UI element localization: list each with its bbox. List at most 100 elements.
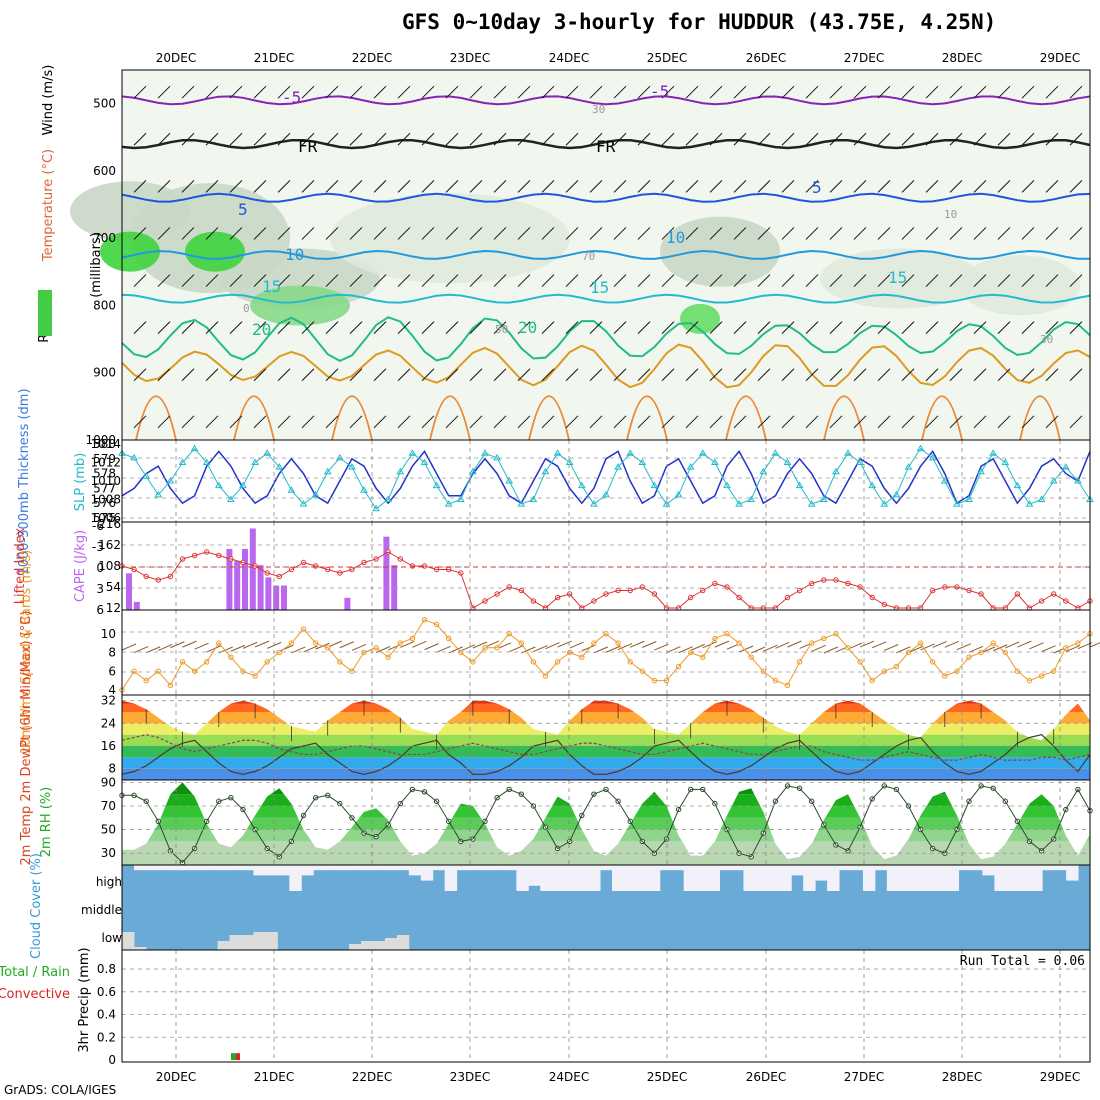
wind-barb (853, 368, 867, 382)
wind-barb (1041, 645, 1056, 653)
high-cloud-gap (695, 865, 709, 891)
slp-tick: 1014 (90, 437, 121, 451)
high-cloud-gap (504, 865, 517, 871)
wind-barb (877, 274, 891, 287)
bottom-date-label: 29DEC (1040, 1070, 1080, 1084)
wind-barb (493, 274, 507, 287)
high-cloud-gap (325, 865, 338, 871)
wind-barb (781, 132, 795, 146)
wind-barb (325, 274, 339, 287)
wind-barb (685, 321, 699, 334)
wind-barb (325, 132, 339, 146)
wind-barb (702, 641, 717, 649)
wind-barb (157, 227, 171, 240)
wind-barb (301, 415, 315, 429)
high-cloud-gap (313, 865, 326, 871)
wind-barb (709, 274, 723, 287)
wind-barb (206, 645, 221, 653)
wind-barb (229, 85, 243, 99)
high-cloud-gap (982, 865, 995, 876)
cape-tick: 162 (98, 538, 121, 552)
wind-barb (205, 274, 219, 287)
wind-barb (781, 180, 795, 193)
wind-barb (733, 415, 747, 429)
wind-barb (1005, 641, 1020, 649)
wind-barb (436, 645, 451, 653)
wind-barb (301, 132, 315, 146)
wind-barb (181, 85, 195, 99)
high-cloud-gap (850, 865, 864, 871)
wind-barb (685, 85, 699, 99)
contour-label: 10 (666, 228, 685, 247)
slp-line-point (202, 458, 211, 465)
high-cloud-gap (265, 865, 278, 876)
temperature-axis-label: Temperature (°C) (41, 149, 56, 262)
wind-barb (829, 415, 843, 429)
wind-barb (1045, 132, 1059, 146)
slp-line-point (190, 444, 199, 452)
wind-barb (733, 274, 747, 287)
lifted-tick: 6 (96, 603, 104, 617)
slp-line-point (456, 495, 465, 502)
wind-barb (133, 132, 147, 146)
wind-barb (158, 643, 173, 651)
wind-barb (565, 368, 579, 382)
high-cloud-gap (671, 865, 685, 871)
wind-barb (757, 227, 771, 240)
wind-barb (133, 321, 147, 334)
wind-barb (181, 227, 195, 240)
slp-line-point (795, 481, 804, 489)
high-cloud-gap (647, 865, 661, 891)
rh-shade (960, 255, 1080, 316)
wind-barb (949, 274, 963, 287)
slp-line-point (819, 495, 828, 502)
lifted-index-line (121, 551, 1091, 609)
wind-barb (993, 644, 1008, 652)
wind-barb (709, 321, 723, 334)
wind-barb (541, 368, 555, 382)
wind-barb (1045, 368, 1059, 382)
bottom-date-label: 22DEC (352, 1070, 392, 1084)
slp-line-point (323, 467, 332, 475)
high-cloud-gap (779, 865, 792, 891)
pressure-tick: 600 (93, 164, 116, 178)
slp-line-point (868, 481, 877, 489)
high-cloud-gap (1030, 865, 1043, 891)
high-cloud-gap (361, 865, 374, 871)
high-cloud-gap (1006, 865, 1019, 891)
wind-barb (733, 132, 747, 146)
wind-barb (157, 85, 171, 99)
top-date-label: 29DEC (1040, 51, 1080, 65)
wind-barb (1069, 368, 1083, 382)
wind-barb (205, 415, 219, 429)
high-cloud-gap (468, 865, 482, 871)
wind-barb (949, 415, 963, 429)
wind-barb (829, 132, 843, 146)
wind-barb (325, 415, 339, 429)
wind-barb (829, 227, 843, 240)
wind-barb (541, 180, 555, 193)
wind-barb (565, 321, 579, 334)
wind-barb (277, 415, 291, 429)
thickness-tick: 577 (93, 481, 116, 495)
wind-barb (956, 643, 972, 651)
high-cloud-gap (528, 865, 541, 886)
contour-label: 10 (944, 208, 957, 221)
wind-barb (1045, 85, 1059, 99)
wind-barb (617, 643, 633, 650)
wind-barb (805, 180, 819, 193)
slp-line-point (541, 467, 550, 475)
wind-barb (157, 321, 171, 334)
rh-band (122, 817, 1090, 830)
wind-barb (1069, 180, 1083, 193)
cape-bar (273, 585, 280, 610)
slp-line-point (1001, 458, 1010, 465)
slp-line-point (686, 463, 695, 470)
wind-barb (805, 274, 819, 287)
temp-band (122, 734, 1090, 746)
wind-barb (545, 642, 560, 650)
convective-bar (236, 1053, 240, 1060)
slp-line-point (178, 458, 187, 465)
rain-label: Total / Rain (0, 965, 70, 980)
contour-label: 20 (252, 320, 271, 339)
